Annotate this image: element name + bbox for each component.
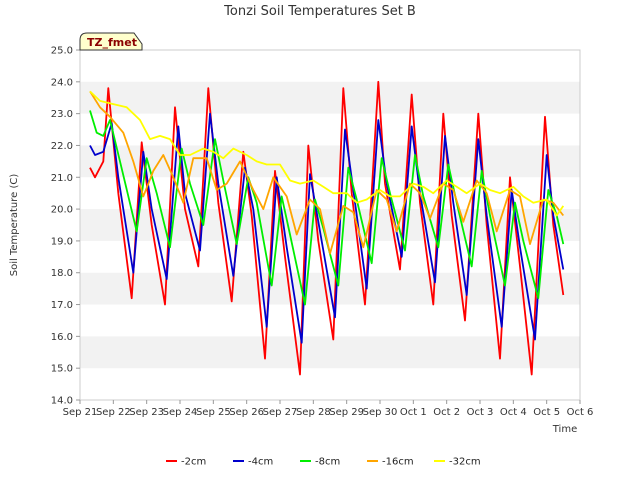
y-tick-label: 24.0 — [51, 77, 73, 88]
x-tick-label: Sep 22 — [96, 407, 131, 418]
plot-area — [79, 49, 581, 401]
x-tick-label: Sep 30 — [363, 407, 398, 418]
x-tick-label: Sep 29 — [329, 407, 364, 418]
chart-title: Tonzi Soil Temperatures Set B — [223, 4, 416, 19]
y-axis-title: Soil Temperature (C) — [9, 174, 20, 277]
x-tick-label: Oct 5 — [533, 407, 560, 418]
x-tick-label: Sep 24 — [163, 407, 198, 418]
y-tick-label: 16.0 — [51, 332, 73, 343]
station-badge: TZ_fmet — [79, 32, 143, 51]
legend-label-16cm: -16cm — [382, 457, 414, 468]
x-axis-title: Time — [552, 424, 577, 435]
legend-label-8cm: -8cm — [315, 457, 340, 468]
x-tick-label: Sep 25 — [196, 407, 231, 418]
legend-label-32cm: -32cm — [449, 457, 481, 468]
series-line-16cm — [89, 90, 565, 255]
grid-bands — [80, 81, 580, 369]
y-tick-label: 20.0 — [51, 205, 73, 216]
x-tick-label: Sep 21 — [63, 407, 98, 418]
legend-label-4cm: -4cm — [248, 457, 273, 468]
grid-band — [80, 209, 580, 241]
grid-band — [80, 81, 580, 114]
y-tick-label: 22.0 — [51, 141, 73, 152]
y-tick-label: 17.0 — [51, 300, 73, 311]
y-tick-label: 25.0 — [51, 46, 73, 57]
x-tick-label: Oct 4 — [500, 407, 527, 418]
x-tick-label: Sep 27 — [263, 407, 298, 418]
grid-band — [80, 336, 580, 369]
legend-label-2cm: -2cm — [181, 457, 206, 468]
x-tick-label: Oct 3 — [467, 407, 494, 418]
legend: -2cm -4cm -8cm -16cm -32cm — [166, 457, 481, 468]
x-tick-label: Oct 6 — [567, 407, 594, 418]
x-tick-label: Sep 28 — [296, 407, 331, 418]
y-tick-label: 19.0 — [51, 236, 73, 247]
y-tick-label: 14.0 — [51, 396, 73, 407]
y-tick-label: 23.0 — [51, 109, 73, 120]
y-tick-label: 15.0 — [51, 364, 73, 375]
y-tick-label: 21.0 — [51, 173, 73, 184]
badge-label: TZ_fmet — [87, 36, 137, 49]
series-line-32cm — [89, 90, 565, 217]
y-axis: 14.0 15.0 16.0 17.0 18.0 19.0 20.0 21.0 22.0 23.0… — [51, 46, 80, 407]
x-tick-label: Oct 1 — [400, 407, 427, 418]
x-tick-label: Oct 2 — [433, 407, 460, 418]
series-lines — [89, 80, 565, 376]
x-tick-label: Sep 23 — [129, 407, 164, 418]
badge-box — [79, 32, 143, 51]
series-line-8cm — [89, 110, 565, 306]
x-tick-label: Sep 26 — [229, 407, 264, 418]
grid-band — [80, 145, 580, 178]
y-tick-label: 18.0 — [51, 268, 73, 279]
